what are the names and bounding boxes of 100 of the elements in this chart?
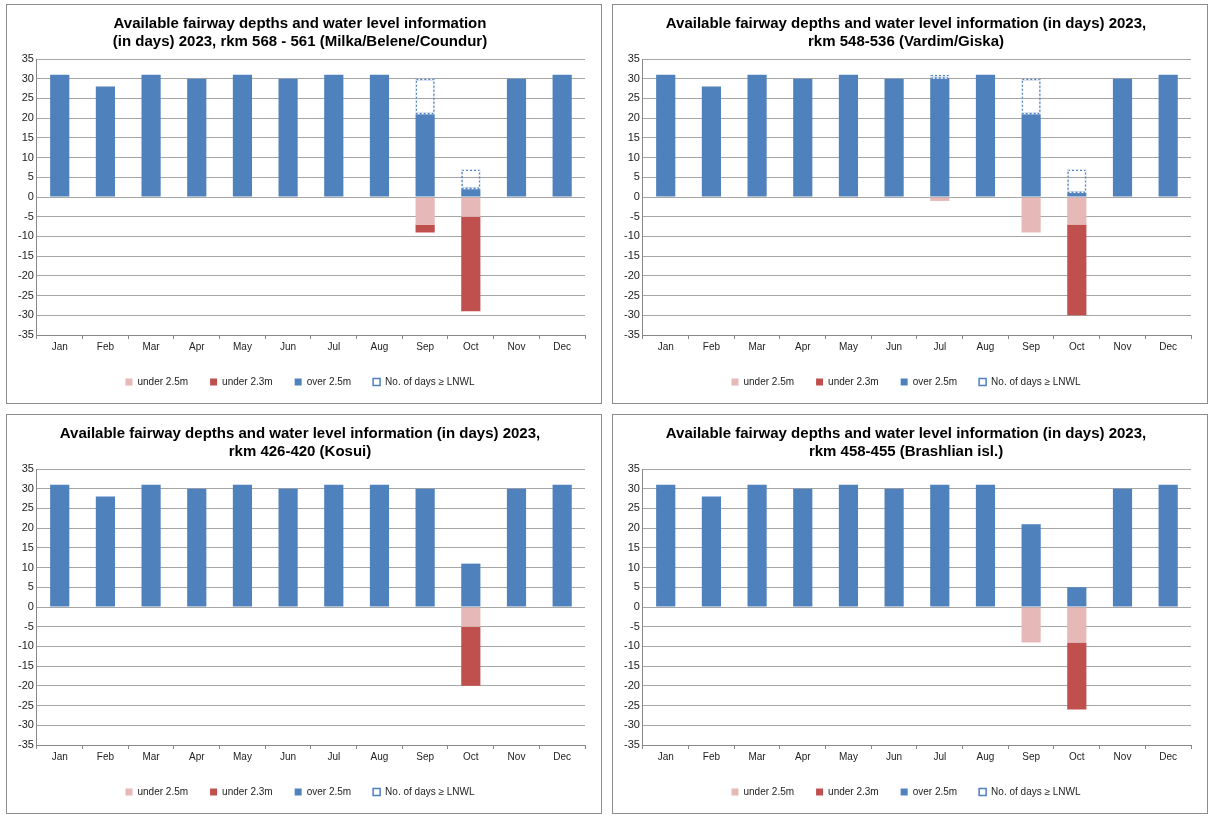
y-tick-label: 15 (21, 130, 34, 143)
y-tick-label: 25 (21, 91, 34, 104)
legend-label: under 2.3m (222, 375, 273, 387)
y-tick-label: 0 (27, 190, 34, 203)
legend-label: under 2.5m (137, 375, 189, 387)
y-tick-label: -15 (17, 249, 34, 262)
bar (415, 197, 435, 225)
bar (1021, 607, 1041, 643)
bar (656, 74, 676, 197)
bar (369, 484, 390, 607)
y-tick-label: -35 (17, 738, 34, 751)
chart-title: Available fairway depths and water level information (in days) 2023, rkm 458-455 (Brashlian isl.) (665, 424, 1147, 460)
bar (884, 78, 904, 197)
x-tick-label: Jan (657, 340, 674, 352)
x-tick-label: May (232, 750, 252, 762)
x-tick-label: Mar (748, 340, 767, 352)
bar (552, 484, 572, 607)
x-tick-label: Feb (96, 750, 115, 762)
y-tick-label: -15 (623, 249, 640, 262)
y-tick-label: -20 (17, 678, 34, 691)
y-tick-label: 35 (627, 52, 640, 65)
x-tick-label: Jun (280, 750, 297, 762)
y-tick-label: 25 (21, 501, 34, 514)
bar (701, 496, 721, 607)
x-tick-label: Nov (507, 340, 526, 352)
y-tick-label: 10 (21, 150, 34, 163)
y-tick-label: 0 (633, 600, 640, 613)
y-tick-label: 15 (21, 540, 34, 553)
y-tick-label: 20 (21, 521, 34, 534)
bar (930, 484, 950, 607)
y-tick-label: -35 (623, 738, 640, 751)
y-tick-label: 5 (633, 580, 640, 593)
x-tick-label: Jun (886, 340, 903, 352)
y-tick-label: -25 (623, 288, 640, 301)
y-tick-label: -30 (17, 718, 34, 731)
legend-label: No. of days ≥ LNWL (385, 785, 475, 797)
legend-label: under 2.3m (222, 785, 273, 797)
x-tick-label: Sep (416, 750, 435, 762)
bar (95, 86, 115, 197)
legend-label: under 2.5m (743, 375, 795, 387)
y-tick-label: 5 (27, 170, 34, 183)
y-tick-label: 35 (627, 462, 640, 475)
x-tick-label: Jul (327, 340, 341, 352)
bar (50, 484, 70, 607)
x-tick-label: Oct (463, 340, 479, 352)
y-tick-label: -30 (623, 718, 640, 731)
x-tick-label: Aug (370, 750, 389, 762)
x-tick-label: Jul (933, 750, 947, 762)
bar (278, 78, 298, 197)
y-tick-label: -20 (623, 268, 640, 281)
y-tick-label: 35 (21, 462, 34, 475)
y-tick-label: 25 (627, 501, 640, 514)
y-tick-label: 5 (27, 580, 34, 593)
x-tick-label: Mar (748, 750, 767, 762)
legend-label: over 2.5m (912, 375, 958, 387)
y-tick-label: 30 (21, 71, 34, 84)
x-tick-label: Jan (51, 750, 68, 762)
bar (1067, 197, 1087, 225)
bar (1158, 484, 1178, 607)
x-tick-label: Nov (1113, 750, 1132, 762)
y-tick-label: 35 (21, 52, 34, 65)
bar (838, 74, 859, 197)
bar (50, 74, 70, 197)
y-tick-label: -25 (17, 698, 34, 711)
legend-label: over 2.5m (912, 785, 958, 797)
legend-label: over 2.5m (306, 375, 352, 387)
bar (747, 74, 767, 197)
bar (141, 484, 161, 607)
y-tick-label: -10 (17, 639, 34, 652)
x-tick-label: May (838, 750, 858, 762)
y-tick-label: -10 (17, 229, 34, 242)
bar (506, 488, 527, 607)
x-tick-label: Aug (976, 340, 995, 352)
bar (1067, 642, 1087, 710)
y-tick-label: 10 (627, 560, 640, 573)
bar (232, 484, 253, 607)
bar (1112, 488, 1133, 607)
bar (369, 74, 390, 197)
legend-label: over 2.5m (306, 785, 352, 797)
y-tick-label: -25 (623, 698, 640, 711)
y-tick-label: 30 (627, 481, 640, 494)
y-tick-label: 0 (27, 600, 34, 613)
x-tick-label: Nov (1113, 340, 1132, 352)
bar (232, 74, 253, 197)
x-tick-label: Jun (280, 340, 297, 352)
bar (1067, 607, 1087, 643)
bar (975, 74, 996, 197)
x-tick-label: Apr (188, 340, 206, 352)
bar (324, 484, 344, 607)
bar (461, 216, 481, 312)
bar (415, 488, 435, 607)
x-tick-label: Sep (1022, 750, 1041, 762)
bar (793, 78, 813, 197)
x-tick-label: Jul (327, 750, 341, 762)
bar (461, 563, 481, 607)
x-tick-label: Dec (553, 340, 572, 352)
x-tick-label: Mar (142, 340, 161, 352)
x-tick-label: May (232, 340, 252, 352)
y-tick-label: 30 (627, 71, 640, 84)
x-tick-label: Sep (1022, 340, 1041, 352)
